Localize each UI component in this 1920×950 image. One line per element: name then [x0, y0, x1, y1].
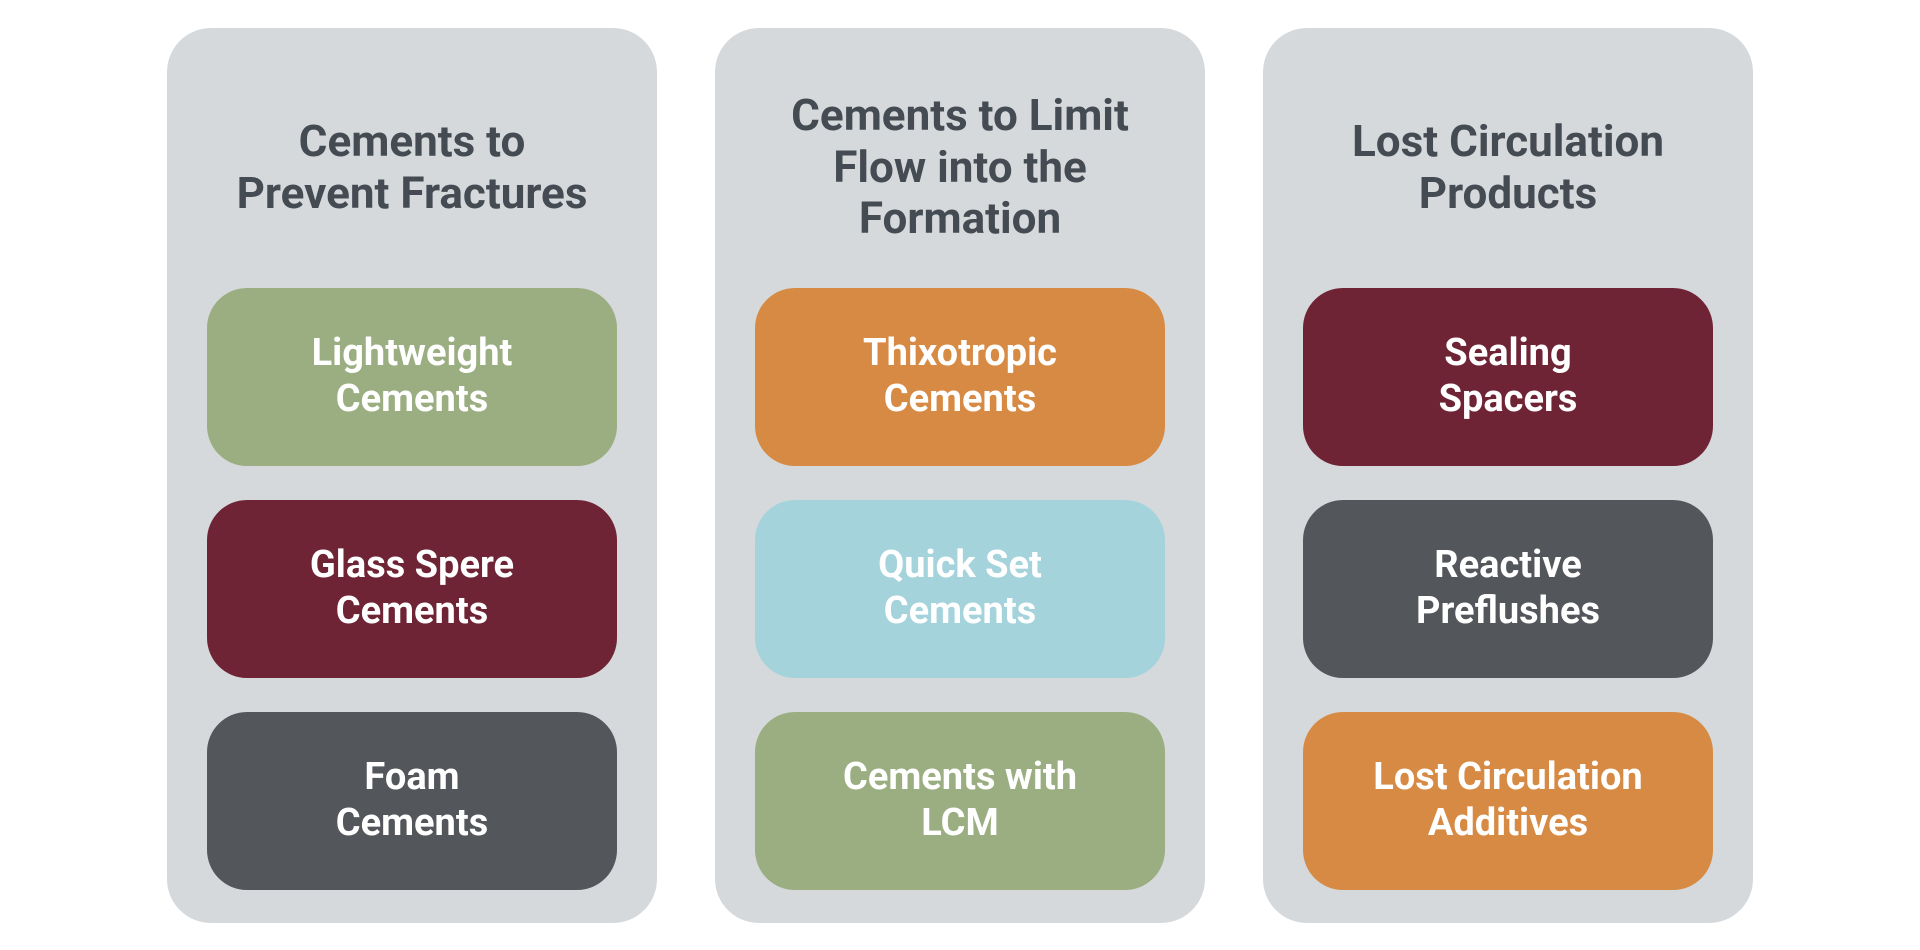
column-items: Sealing Spacers Reactive Preflushes Lost…: [1303, 288, 1713, 890]
column-items: Thixotropic Cements Quick Set Cements Ce…: [755, 288, 1165, 890]
pill-thixotropic-cements: Thixotropic Cements: [755, 288, 1165, 466]
column-prevent-fractures: Cements to Prevent Fractures Lightweight…: [167, 28, 657, 923]
column-lost-circulation: Lost Circulation Products Sealing Spacer…: [1263, 28, 1753, 923]
pill-lightweight-cements: Lightweight Cements: [207, 288, 617, 466]
pill-sealing-spacers: Sealing Spacers: [1303, 288, 1713, 466]
column-limit-flow: Cements to Limit Flow into the Formation…: [715, 28, 1205, 923]
column-title: Lost Circulation Products: [1303, 68, 1713, 268]
column-title: Cements to Limit Flow into the Formation: [755, 68, 1165, 268]
columns-container: Cements to Prevent Fractures Lightweight…: [0, 0, 1920, 950]
pill-cements-with-lcm: Cements with LCM: [755, 712, 1165, 890]
column-title: Cements to Prevent Fractures: [207, 68, 617, 268]
pill-glass-sphere-cements: Glass Spere Cements: [207, 500, 617, 678]
pill-lost-circulation-additives: Lost Circulation Additives: [1303, 712, 1713, 890]
pill-quick-set-cements: Quick Set Cements: [755, 500, 1165, 678]
column-items: Lightweight Cements Glass Spere Cements …: [207, 288, 617, 890]
pill-foam-cements: Foam Cements: [207, 712, 617, 890]
pill-reactive-preflushes: Reactive Preflushes: [1303, 500, 1713, 678]
